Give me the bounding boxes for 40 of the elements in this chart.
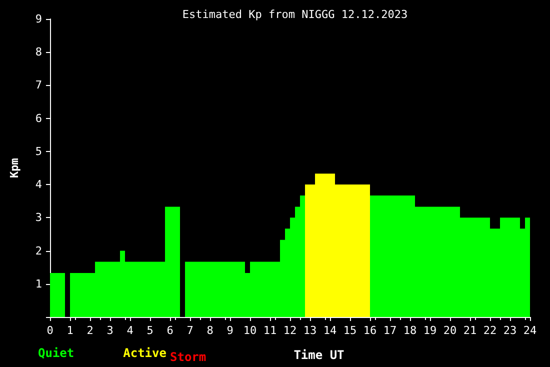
x-tick-label: 19: [423, 324, 437, 337]
y-tick-label: 3: [35, 211, 42, 224]
x-tick-label: 13: [303, 324, 317, 337]
x-tick-label: 9: [226, 324, 234, 337]
x-tick-label: 10: [243, 324, 257, 337]
text: Quiet: [38, 346, 74, 360]
y-tick-label: 9: [35, 12, 42, 26]
x-tick-label: 24: [523, 324, 537, 337]
x-tick-label: 12: [283, 324, 297, 337]
y-tick-label: 6: [35, 112, 42, 125]
x-tick-label: 18: [403, 324, 417, 337]
x-tick-label: 21: [463, 324, 477, 337]
x-tick-label: 8: [206, 324, 214, 337]
x-tick-label: 4: [126, 324, 134, 337]
x-tick-label: 2: [86, 324, 94, 337]
x-tick-label: 11: [263, 324, 277, 337]
x-tick-label: 6: [166, 324, 174, 337]
x-tick-label: 7: [186, 324, 194, 337]
text: Storm: [170, 350, 206, 364]
x-tick-label: 20: [443, 324, 457, 337]
x-tick-label: 15: [343, 324, 357, 337]
y-tick-label: 2: [35, 244, 42, 258]
x-tick-label: 22: [483, 324, 497, 337]
y-tick-label: 4: [35, 178, 42, 192]
y-tick-label: 8: [35, 46, 42, 59]
y-tick-label: 7: [35, 78, 42, 92]
x-tick-label: 14: [323, 324, 337, 337]
y-axis-title: Kpm: [8, 158, 21, 178]
chart-title: Estimated Kp from NIGGG 12.12.2023: [182, 8, 408, 21]
x-tick-label: 23: [503, 324, 517, 337]
x-axis-title: Time UT: [294, 348, 344, 362]
x-tick-label: 0: [46, 324, 54, 337]
y-tick-label: 1: [35, 277, 42, 290]
x-tick-label: 3: [106, 324, 114, 337]
x-tick-label: 16: [363, 324, 377, 337]
x-tick-label: 5: [146, 324, 154, 337]
y-tick-label: 5: [35, 144, 42, 158]
x-tick-label: 17: [383, 324, 397, 337]
text: Active: [123, 346, 166, 360]
x-tick-label: 1: [66, 324, 74, 337]
